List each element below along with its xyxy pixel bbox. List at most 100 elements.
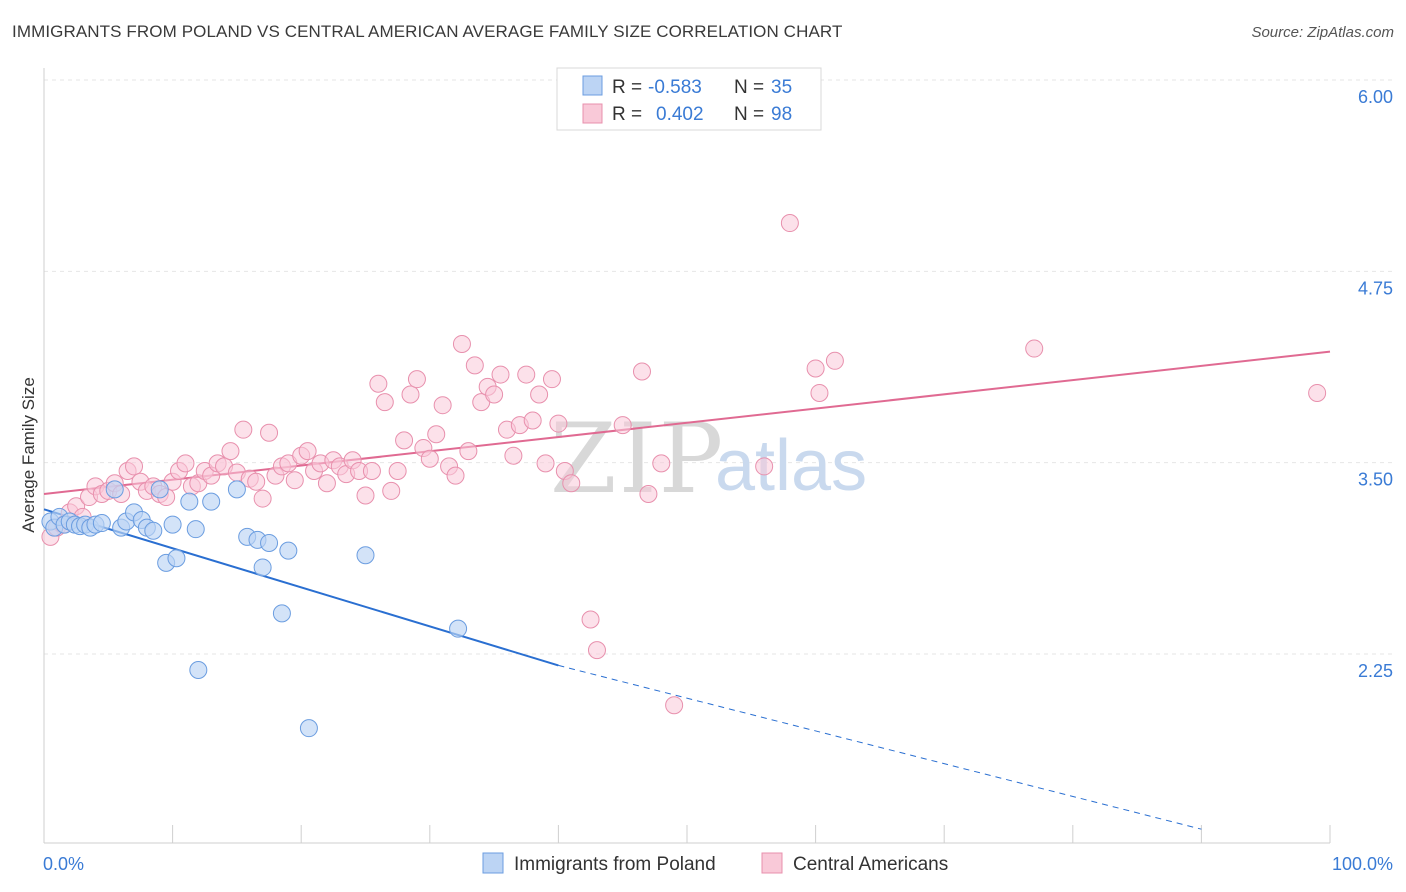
legend-n-value-poland: 35	[771, 77, 792, 98]
central-point-89	[755, 457, 774, 476]
poland-point-18	[150, 480, 169, 499]
central-point-86	[639, 484, 658, 503]
poland-point-21	[167, 549, 186, 568]
legend-r-value-central: 0.402	[656, 104, 704, 125]
central-point-72	[504, 446, 523, 465]
central-point-93	[825, 351, 844, 370]
y-axis-title: Average Family Size	[19, 377, 38, 533]
central-point-63	[446, 466, 465, 485]
central-point-43	[317, 474, 336, 493]
watermark-zip: ZIP	[550, 403, 725, 515]
poland-point-34	[356, 546, 375, 565]
poland-point-20	[163, 515, 182, 534]
central-point-70	[491, 365, 510, 384]
central-point-74	[517, 365, 536, 384]
central-point-76	[530, 385, 549, 404]
poland-point-17	[144, 521, 163, 540]
poland-point-10	[92, 514, 111, 533]
poland-point-24	[189, 661, 208, 679]
y-tick-label-3: 6.00	[1358, 87, 1393, 107]
central-point-60	[427, 425, 446, 444]
central-point-32	[247, 472, 266, 491]
poland-point-23	[186, 520, 205, 539]
legend-n-label-1: N =	[734, 77, 764, 98]
central-point-91	[806, 359, 825, 378]
y-tick-labels: 2.25 3.50 4.75 6.00	[1358, 87, 1393, 681]
bottom-legend-swatch-poland	[482, 852, 504, 874]
central-point-77	[536, 454, 555, 473]
central-point-40	[298, 442, 317, 461]
poland-point-32	[272, 604, 291, 623]
bottom-legend: Immigrants from Poland Central Americans	[482, 852, 948, 875]
trend-line-poland	[43, 508, 559, 667]
central-point-82	[581, 610, 600, 629]
central-american-points	[41, 214, 1327, 715]
central-point-87	[652, 454, 671, 473]
poland-point-11	[105, 480, 124, 499]
central-point-64	[452, 334, 471, 353]
central-point-84	[613, 416, 632, 435]
central-point-30	[234, 420, 253, 439]
poland-point-35	[449, 619, 468, 638]
trend-lines	[43, 350, 1331, 830]
central-point-28	[221, 442, 240, 461]
poland-points	[41, 480, 468, 738]
legend-box: R = -0.583 N = 35 R = 0.402 N = 98	[556, 67, 822, 131]
central-point-81	[562, 474, 581, 493]
central-point-52	[375, 393, 394, 412]
central-point-51	[369, 374, 388, 393]
central-point-56	[401, 385, 420, 404]
central-point-53	[382, 481, 401, 500]
x-tick-label-1: 100.0%	[1332, 854, 1393, 874]
central-point-92	[810, 383, 829, 402]
central-point-94	[1025, 339, 1044, 358]
x-tick-label-0: 0.0%	[43, 854, 84, 874]
poland-point-26	[227, 480, 246, 499]
central-point-38	[285, 471, 304, 490]
central-point-78	[542, 370, 561, 389]
legend-swatch-poland	[582, 75, 603, 96]
central-point-75	[523, 411, 542, 430]
central-point-61	[433, 396, 452, 415]
central-point-79	[549, 414, 568, 433]
trend-line-poland-extension	[558, 664, 1202, 830]
poland-point-30	[260, 533, 279, 552]
bottom-legend-label-poland: Immigrants from Poland	[514, 854, 716, 875]
poland-point-29	[253, 558, 272, 577]
central-point-88	[665, 696, 684, 715]
bottom-legend-label-central: Central Americans	[793, 854, 948, 875]
y-tick-label-2: 4.75	[1358, 278, 1393, 298]
legend-r-label-1: R =	[612, 77, 642, 98]
chart-title: IMMIGRANTS FROM POLAND VS CENTRAL AMERIC…	[12, 22, 843, 41]
poland-point-33	[299, 719, 318, 738]
legend-n-value-central: 98	[771, 104, 792, 125]
central-point-13	[125, 457, 144, 476]
central-point-95	[1308, 383, 1327, 402]
watermark-atlas: atlas	[715, 426, 867, 506]
central-point-66	[465, 356, 484, 375]
axes	[43, 68, 1331, 844]
central-point-54	[388, 462, 407, 481]
y-tick-label-1: 3.50	[1358, 470, 1393, 490]
watermark: ZIP atlas	[550, 403, 867, 515]
bottom-legend-swatch-central	[761, 852, 783, 874]
central-point-49	[356, 486, 375, 505]
legend-r-label-2: R =	[612, 104, 642, 125]
y-tick-label-0: 2.25	[1358, 661, 1393, 681]
central-point-55	[395, 431, 414, 450]
central-point-69	[485, 385, 504, 404]
central-point-33	[253, 489, 272, 508]
central-point-85	[632, 362, 651, 381]
central-point-65	[459, 442, 478, 461]
legend-n-label-2: N =	[734, 104, 764, 125]
poland-point-22	[180, 492, 199, 511]
central-point-59	[420, 449, 439, 468]
trend-line-central	[43, 350, 1331, 495]
central-point-90	[780, 214, 799, 233]
legend-swatch-central	[582, 103, 603, 124]
source-label: Source: ZipAtlas.com	[1251, 24, 1394, 41]
legend-r-value-poland: -0.583	[648, 77, 702, 98]
x-tick-labels: 0.0% 100.0%	[43, 854, 1393, 874]
poland-point-31	[279, 541, 298, 560]
